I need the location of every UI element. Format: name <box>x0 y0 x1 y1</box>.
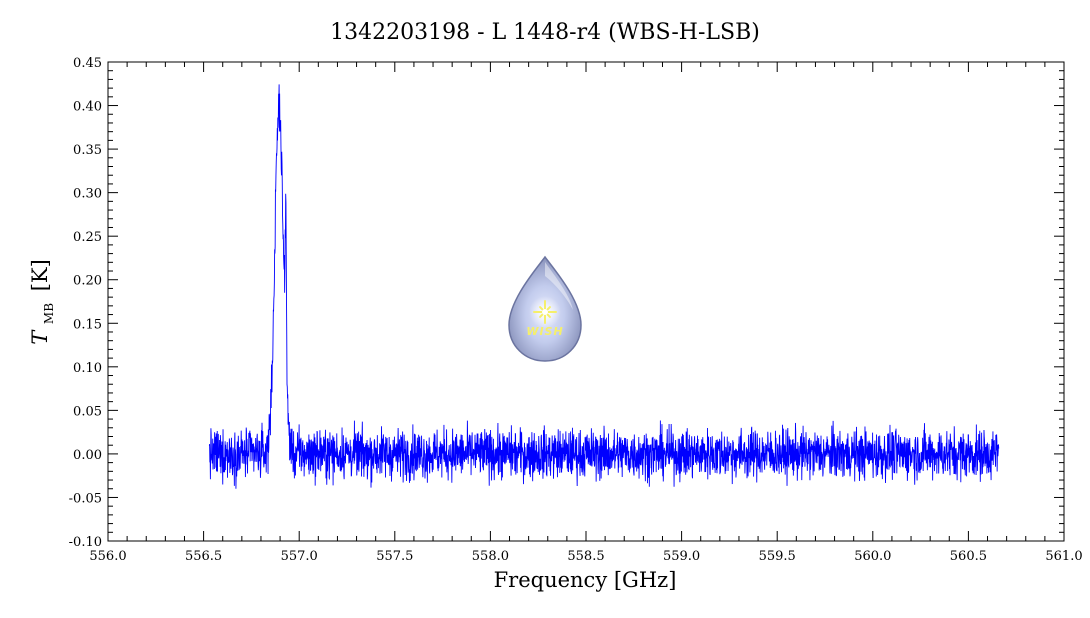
y-tick-label: 0.40 <box>73 100 102 115</box>
y-axis-label: T MB [K] <box>28 259 58 345</box>
x-axis-label: Frequency [GHz] <box>494 568 677 592</box>
x-tick-label: 556.0 <box>89 549 126 564</box>
x-tick-labels: 556.0 556.5 557.0 557.5 558.0 558.5 559.0 559.5… <box>89 549 1082 564</box>
x-tick-label: 557.0 <box>281 549 318 564</box>
svg-text:T MB [K]: T MB [K] <box>28 259 58 345</box>
y-tick-label: 0.15 <box>73 317 102 332</box>
y-axis-label-sub: MB <box>42 303 56 324</box>
y-tick-label: 0.20 <box>73 274 102 289</box>
y-axis-label-unit: [K] <box>28 259 52 291</box>
drop-highlight-icon <box>545 262 573 310</box>
logo-text: WISH <box>526 325 563 338</box>
star-core <box>542 309 548 315</box>
x-tick-label: 559.0 <box>663 549 700 564</box>
y-tick-label: -0.05 <box>69 491 102 506</box>
x-tick-label: 560.5 <box>950 549 987 564</box>
star-icon <box>533 300 557 324</box>
x-tick-label: 558.5 <box>567 549 604 564</box>
x-tick-label: 561.0 <box>1045 549 1082 564</box>
x-tick-label: 559.5 <box>759 549 796 564</box>
y-tick-label: 0.45 <box>73 56 102 71</box>
y-tick-label: 0.05 <box>73 404 102 419</box>
y-tick-label: -0.10 <box>69 535 102 550</box>
y-tick-label: 0.25 <box>73 230 102 245</box>
axis-ticks <box>107 61 1065 542</box>
x-tick-label: 560.0 <box>854 549 891 564</box>
x-tick-label: 557.5 <box>376 549 413 564</box>
x-tick-label: 558.0 <box>472 549 509 564</box>
y-axis-label-main: T <box>28 329 52 345</box>
spectrum-series <box>208 84 1000 489</box>
y-tick-label: 0.00 <box>73 448 102 463</box>
x-tick-label: 556.5 <box>185 549 222 564</box>
spectrum-line <box>208 84 1000 489</box>
chart-title: 1342203198 - L 1448-r4 (WBS-H-LSB) <box>330 20 760 45</box>
y-tick-label: 0.35 <box>73 143 102 158</box>
y-tick-label: 0.10 <box>73 361 102 376</box>
y-tick-label: 0.30 <box>73 187 102 202</box>
wish-logo: WISH <box>508 255 582 362</box>
y-tick-labels: 0.45 0.40 0.35 0.30 0.25 0.20 0.15 0.10 0.05 0.00… <box>69 56 102 550</box>
